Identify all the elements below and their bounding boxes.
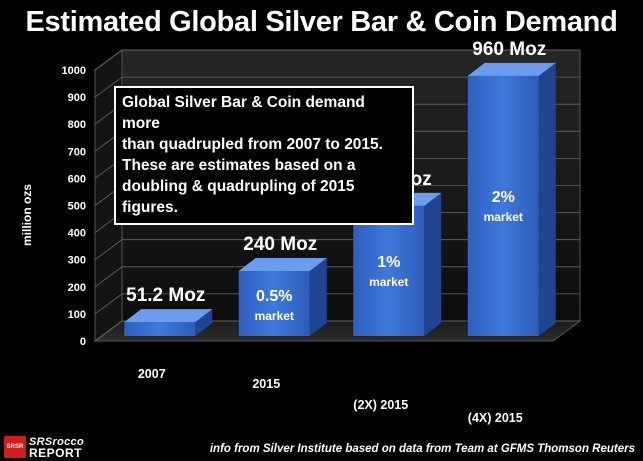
y-tick-label: 400 (68, 228, 86, 240)
y-tick-label: 900 (68, 92, 86, 104)
annotation-line: than quadrupled from 2007 to 2015. (122, 136, 383, 153)
market-sub-label: market (484, 210, 523, 224)
bar (238, 257, 327, 336)
bar-front (467, 75, 539, 336)
bar (124, 309, 213, 336)
y-tick-label: 600 (68, 173, 86, 185)
bar (467, 62, 556, 337)
logo-badge: SRSR (4, 436, 26, 458)
logo-text-top: SRSrocco (29, 436, 84, 448)
bar-top (238, 257, 327, 271)
bar-side (309, 257, 327, 336)
market-pct-label: 0.5% (256, 288, 292, 305)
bar-top (467, 62, 556, 76)
chart-title: Estimated Global Silver Bar & Coin Deman… (25, 6, 618, 38)
source-note: info from Silver Institute based on data… (209, 443, 635, 455)
y-tick-label: 0 (80, 336, 86, 348)
bar-side (195, 309, 213, 336)
logo-text-bottom: REPORT (29, 446, 83, 460)
x-tick-label: 2007 (138, 367, 166, 381)
y-tick-label: 700 (68, 146, 86, 158)
market-pct-label: 1% (377, 254, 400, 271)
gridline (94, 76, 580, 98)
y-axis-label: million ozs (20, 184, 34, 246)
bar-front (124, 322, 196, 336)
srsrocco-logo: SRSR SRSrocco REPORT (4, 436, 134, 460)
market-sub-label: market (255, 309, 294, 323)
y-tick-label: 1000 (62, 65, 86, 77)
y-tick-label: 500 (68, 201, 86, 213)
market-sub-label: market (369, 275, 408, 289)
bar-front (238, 270, 310, 336)
bar-side (538, 62, 556, 337)
annotation-line: doubling & quadrupling of 2015 figures. (122, 178, 355, 216)
y-tick-label: 300 (68, 255, 86, 267)
bar-front (353, 205, 425, 336)
market-pct-label: 2% (492, 189, 515, 206)
annotation-line: Global Silver Bar & Coin demand more (122, 94, 365, 132)
annotation-line: These are estimates based on a (122, 157, 356, 174)
value-label: 51.2 Moz (126, 285, 205, 306)
annotation-box: Global Silver Bar & Coin demand more tha… (114, 86, 414, 225)
y-tick-label: 200 (68, 282, 86, 294)
bar (353, 192, 442, 336)
bar-top (124, 309, 213, 323)
bar-side (424, 192, 442, 336)
x-tick-label: (2X) 2015 (353, 398, 408, 412)
x-tick-label: 2015 (252, 377, 280, 391)
y-tick-label: 100 (68, 309, 86, 321)
value-label: 240 Moz (243, 234, 317, 255)
x-tick-label: (4X) 2015 (468, 411, 523, 425)
gridline (94, 49, 580, 71)
value-label: 960 Moz (472, 39, 546, 60)
y-tick-label: 800 (68, 119, 86, 131)
